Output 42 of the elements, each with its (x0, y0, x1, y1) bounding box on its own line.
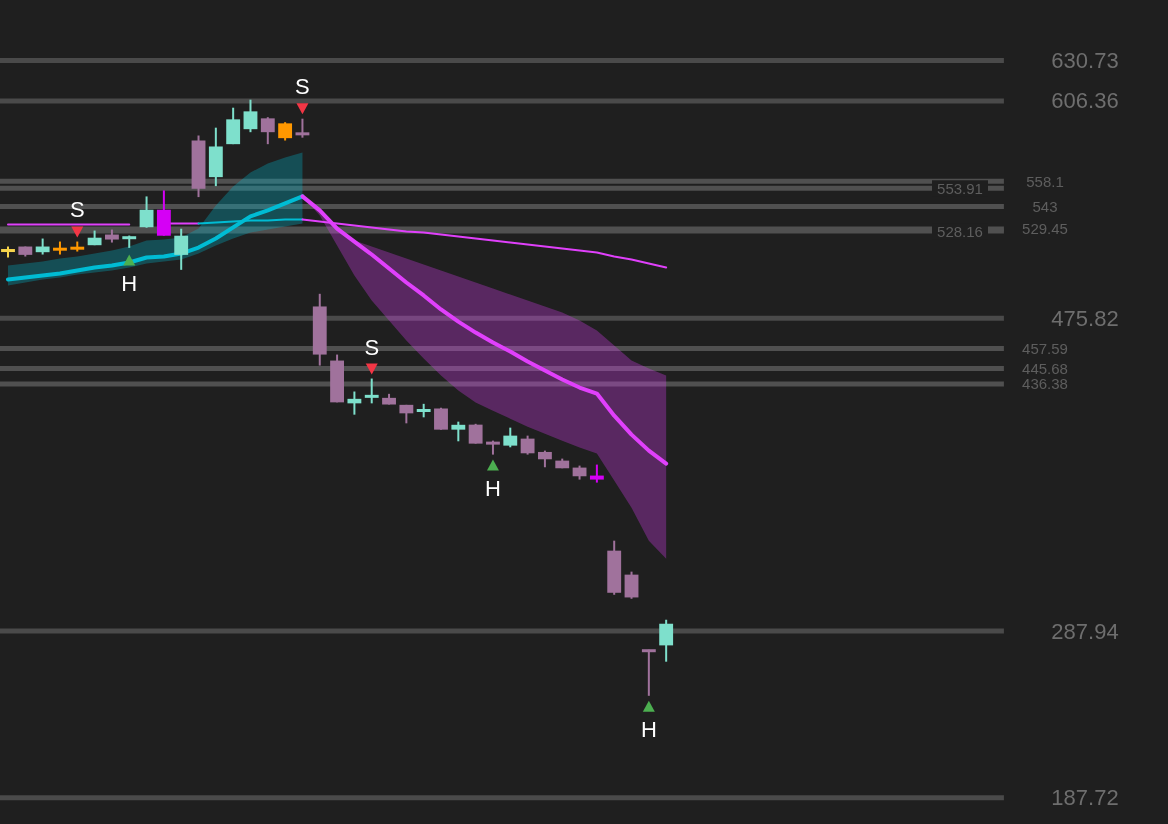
line-series (300, 194, 669, 466)
ref-line-label: 436.38 (1022, 375, 1068, 393)
candlestick (295, 117, 310, 139)
y-tick-label: 187.72 (1051, 785, 1119, 811)
y-tick-label: 287.94 (1051, 618, 1119, 644)
candlestick (468, 422, 483, 445)
y-tick-label: 630.73 (1051, 47, 1119, 73)
ref-line-label: 445.68 (1022, 359, 1068, 377)
point (71, 226, 84, 238)
candlestick (624, 570, 639, 600)
candlestick (174, 227, 189, 271)
candlestick (347, 390, 362, 416)
candlestick (243, 98, 258, 134)
data-label: H (485, 475, 501, 501)
candlestick (659, 618, 674, 663)
data-label: H (640, 716, 657, 742)
ref-line-label: 543 (1032, 197, 1058, 215)
ref-line-label: 529.45 (1022, 220, 1068, 238)
data-label: S (364, 334, 380, 360)
candlestick (434, 406, 448, 431)
candlestick (451, 420, 466, 443)
ref-line-label: 457.59 (1022, 340, 1068, 358)
ref-line-label: 528.16 (937, 222, 983, 240)
point (123, 254, 136, 266)
point (365, 363, 378, 375)
point (486, 459, 499, 471)
candlestick (139, 195, 154, 229)
ref-line-label: 553.91 (937, 179, 983, 197)
data-label: H (121, 270, 138, 296)
candlestick (260, 116, 275, 146)
candlestick (364, 377, 379, 405)
candlestick (278, 121, 293, 142)
y-tick-label: 475.82 (1051, 305, 1119, 331)
data-label: S (69, 197, 85, 223)
y-tick-label: 606.36 (1051, 88, 1119, 114)
point (642, 700, 655, 712)
candlestick (520, 434, 535, 456)
point (296, 103, 309, 115)
candlestick (503, 426, 518, 449)
candlestick (641, 648, 656, 697)
data-label: S (295, 74, 310, 100)
ref-line-label: 558.1 (1026, 172, 1064, 190)
